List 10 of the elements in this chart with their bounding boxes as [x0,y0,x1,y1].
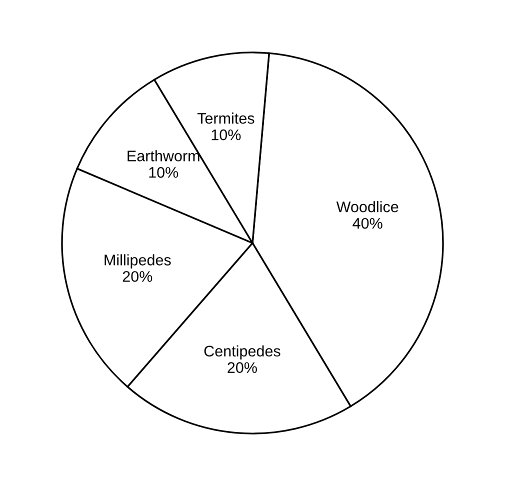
data-label: 20% [122,271,152,282]
data-label: 10% [212,129,241,140]
slice-label: Millipedes [104,254,171,268]
slice-label: Termites [197,112,254,124]
data-label: 40% [352,218,382,229]
slice-label: Earthworm [128,150,200,162]
slice-label: Woodlice [336,201,398,212]
data-label: 10% [149,167,178,178]
slice-label: Centipedes [204,345,280,360]
data-label: 20% [228,362,257,373]
